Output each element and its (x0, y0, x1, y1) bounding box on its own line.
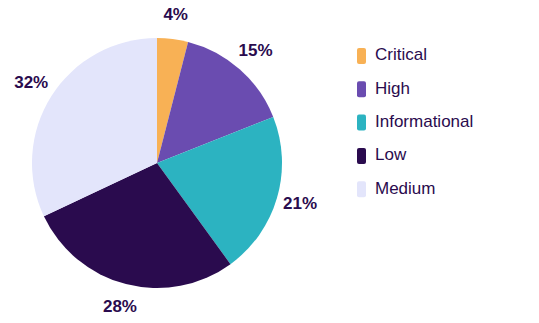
legend-label: Medium (375, 179, 435, 198)
legend-label: Informational (375, 112, 473, 131)
data-label: 28% (103, 297, 137, 316)
legend-label: Critical (375, 45, 427, 64)
chart: 4% 15% 21% 28% 32% Critical High Informational L… (0, 0, 539, 323)
legend-label: High (375, 79, 410, 98)
legend-swatch (357, 115, 366, 131)
legend-swatch (357, 148, 366, 164)
data-label: 4% (163, 5, 188, 24)
data-label: 15% (239, 41, 273, 60)
legend-swatch (357, 81, 366, 97)
legend-label: Low (375, 145, 407, 164)
legend: Critical High Informational Low Medium (357, 45, 473, 197)
pie-slice (32, 38, 157, 216)
data-label: 21% (283, 194, 317, 213)
pie: 4% 15% 21% 28% 32% (14, 5, 317, 316)
data-label: 32% (14, 73, 48, 92)
legend-swatch (357, 181, 366, 197)
legend-swatch (357, 48, 366, 64)
